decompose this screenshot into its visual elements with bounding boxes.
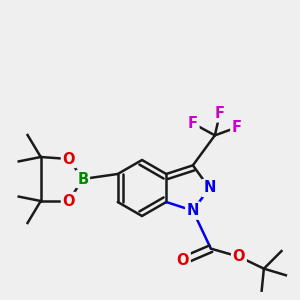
Text: F: F: [215, 106, 225, 121]
Text: O: O: [62, 152, 75, 166]
Text: B: B: [77, 172, 88, 187]
Text: O: O: [177, 253, 189, 268]
Text: N: N: [187, 203, 199, 218]
Text: N: N: [203, 181, 215, 196]
Text: O: O: [232, 249, 245, 264]
Text: O: O: [62, 194, 75, 208]
Text: F: F: [232, 120, 242, 135]
Text: F: F: [188, 116, 198, 131]
